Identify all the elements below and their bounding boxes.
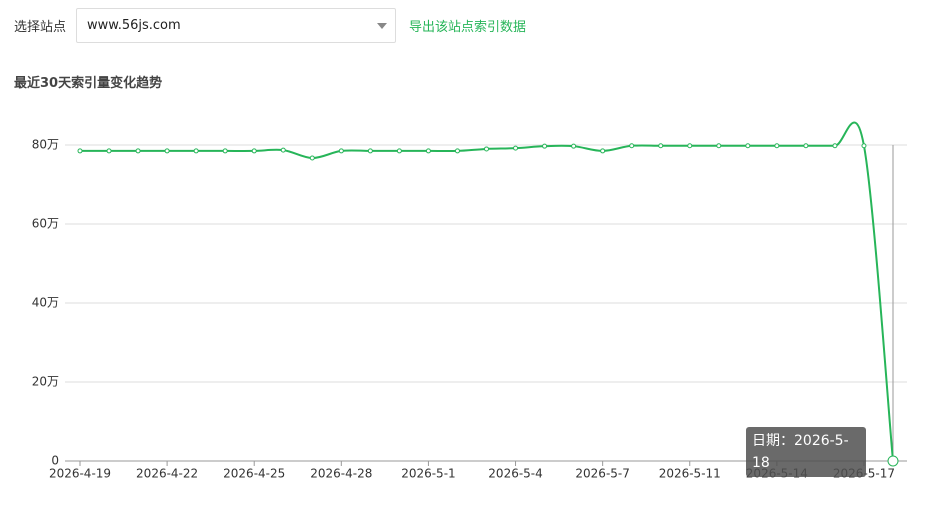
y-tick-label: 20万 — [32, 375, 59, 389]
point — [280, 147, 286, 153]
point — [106, 148, 112, 154]
point — [454, 148, 460, 154]
line — [79, 121, 894, 462]
point — [571, 143, 577, 149]
point — [164, 148, 170, 154]
point — [513, 145, 519, 151]
chart-title: 最近30天索引量变化趋势 — [14, 76, 163, 91]
point — [77, 148, 83, 154]
x-tick-label: 2026-5-1 — [401, 467, 455, 481]
tooltip-value-number: 59 — [808, 477, 826, 493]
x-tick-label: 2026-4-19 — [49, 467, 111, 481]
point — [425, 148, 431, 154]
y-tick-label: 60万 — [32, 217, 59, 231]
point — [687, 143, 693, 149]
point — [542, 143, 548, 149]
point — [658, 143, 664, 149]
point — [367, 148, 373, 154]
point — [309, 155, 315, 161]
x-tick-label: 2026-4-25 — [223, 467, 285, 481]
point — [832, 143, 838, 149]
point — [887, 455, 899, 467]
point — [861, 143, 867, 149]
point — [338, 148, 344, 154]
tooltip-date-value: 2026-5-18 — [752, 433, 849, 471]
point — [135, 148, 141, 154]
tooltip-date-label: 日期： — [752, 433, 794, 449]
site-value: www.56js.com — [87, 18, 181, 33]
y-tick-label: 40万 — [32, 296, 59, 310]
point — [222, 148, 228, 154]
point — [600, 148, 606, 154]
site-select[interactable]: www.56js.com — [76, 8, 396, 43]
export-link[interactable]: 导出该站点索引数据 — [409, 20, 527, 35]
x-tick-label: 2026-4-22 — [136, 467, 198, 481]
point — [193, 148, 199, 154]
tooltip-date: 日期：2026-5-18 — [752, 430, 860, 474]
point — [716, 143, 722, 149]
point — [396, 148, 402, 154]
tooltip: 日期：2026-5-18 索引量：59 — [746, 427, 866, 493]
dropdown-arrow — [377, 23, 387, 29]
x-tick-label: 2026-5-7 — [575, 467, 629, 481]
y-tick-label: 80万 — [32, 138, 59, 152]
point — [803, 143, 809, 149]
tooltip-value: 索引量：59 — [752, 474, 860, 496]
point — [251, 148, 257, 154]
point — [629, 143, 635, 149]
tooltip-value-label: 索引量： — [752, 477, 808, 493]
point — [484, 146, 489, 152]
y-tick-label: 0 — [51, 454, 59, 468]
site-label: 选择站点 — [14, 20, 67, 35]
x-tick-label: 2026-4-28 — [310, 467, 372, 481]
x-tick-label: 2026-5-4 — [488, 467, 542, 481]
x-tick-label: 2026-5-11 — [659, 467, 721, 481]
point — [774, 143, 780, 149]
point — [745, 143, 751, 149]
